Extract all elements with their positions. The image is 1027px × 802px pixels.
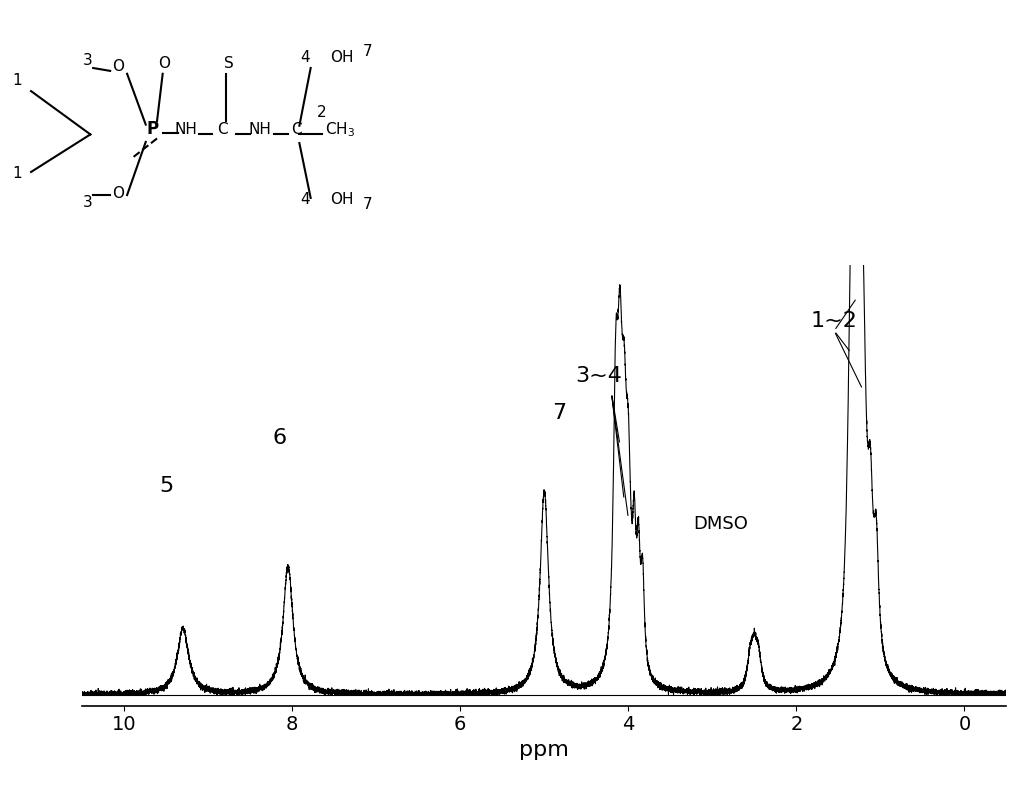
Text: 1~2: 1~2 — [810, 311, 858, 330]
Text: 7: 7 — [363, 44, 372, 59]
Text: DMSO: DMSO — [693, 515, 749, 533]
Text: 3: 3 — [83, 195, 92, 209]
Text: 3~4: 3~4 — [575, 366, 622, 386]
Text: 2: 2 — [317, 105, 327, 120]
Text: C: C — [291, 123, 302, 137]
Text: O: O — [113, 186, 124, 201]
Text: 7: 7 — [553, 403, 567, 423]
Text: 5: 5 — [159, 476, 174, 496]
Text: NH: NH — [175, 123, 198, 137]
Text: 6: 6 — [272, 428, 287, 448]
Text: OH: OH — [331, 51, 354, 65]
Text: S: S — [224, 56, 233, 71]
Text: 4: 4 — [300, 51, 310, 65]
Text: 3: 3 — [83, 53, 92, 68]
Text: O: O — [113, 59, 124, 74]
Text: 4: 4 — [300, 192, 310, 207]
Text: 1: 1 — [12, 73, 22, 88]
Text: C: C — [218, 123, 228, 137]
Text: 7: 7 — [363, 197, 372, 213]
Text: P: P — [147, 120, 158, 139]
Text: OH: OH — [331, 192, 354, 207]
Text: 1: 1 — [12, 166, 22, 180]
Text: NH: NH — [249, 123, 271, 137]
Text: CH$_3$: CH$_3$ — [325, 120, 355, 139]
Text: O: O — [158, 56, 169, 71]
X-axis label: ppm: ppm — [520, 740, 569, 760]
